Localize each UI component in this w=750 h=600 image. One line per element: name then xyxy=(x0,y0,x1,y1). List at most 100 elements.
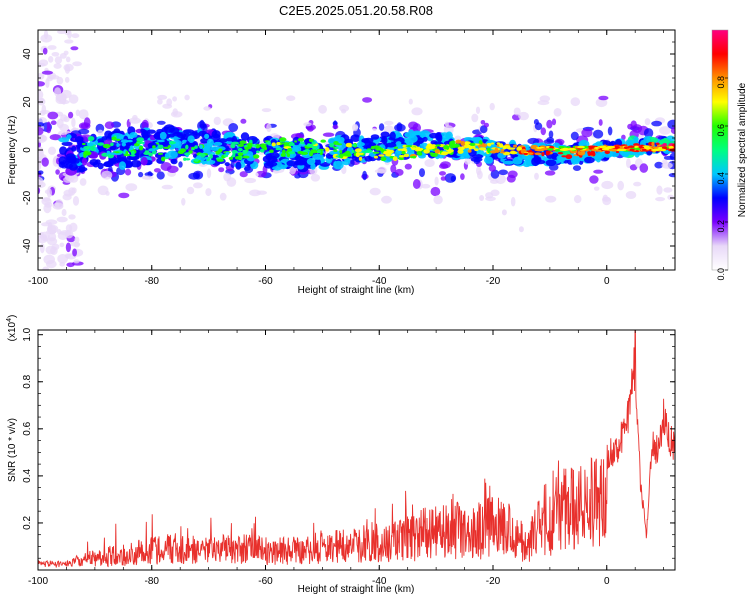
spectrogram-cell xyxy=(39,110,46,116)
spectrogram-cell xyxy=(237,147,243,152)
spectrogram-cell xyxy=(663,187,673,193)
spectrogram-cell xyxy=(244,177,257,184)
spectrogram-cell xyxy=(58,161,66,168)
spectrogram-cell xyxy=(607,145,616,149)
spectrogram-cell xyxy=(141,175,154,180)
spectrogram-cell xyxy=(485,196,496,202)
spectrogram-cell xyxy=(592,151,596,157)
snr-x-tick-label: -40 xyxy=(372,576,387,587)
spectrogram-cell xyxy=(350,134,361,142)
spectrogram-cell xyxy=(129,132,138,138)
spectrogram-cell xyxy=(156,142,160,145)
spectrogram-cell xyxy=(183,157,187,161)
spectrogram-y-tick-label: 40 xyxy=(22,48,33,60)
spectrogram-cell xyxy=(259,148,265,153)
spectrogram-cell xyxy=(168,133,175,138)
spectrogram-cell xyxy=(496,142,501,145)
spectrogram-ylabel: Frequency (Hz) xyxy=(7,116,18,185)
spectrogram-cell xyxy=(628,145,635,148)
spectrogram-cell xyxy=(581,128,593,138)
spectrogram-cell xyxy=(63,63,74,72)
spectrogram-cell xyxy=(381,195,392,204)
spectrogram-cell xyxy=(468,147,473,150)
spectrogram-cell xyxy=(394,123,406,132)
snr-y-tick-label: 0.2 xyxy=(22,516,33,530)
spectrogram-cell xyxy=(73,241,80,248)
spectrogram-cell xyxy=(235,161,242,170)
spectrogram-cell xyxy=(249,171,259,179)
spectrogram-cell xyxy=(548,130,554,139)
spectrogram-cell xyxy=(502,160,515,165)
spectrogram-cell xyxy=(325,147,330,152)
spectrogram-cell xyxy=(144,150,150,153)
snr-x-tick-label: -20 xyxy=(486,576,501,587)
spectrogram-cell xyxy=(570,97,581,107)
spectrogram-cell xyxy=(338,137,345,143)
spectrogram-cell xyxy=(389,131,396,140)
spectrogram-cell xyxy=(161,156,166,162)
spectrogram-cell xyxy=(78,109,89,120)
spectrogram-cell xyxy=(322,132,335,137)
spectrogram-y-tick-label: 20 xyxy=(22,96,33,108)
spectrogram-cell xyxy=(482,143,488,148)
spectrogram-cell xyxy=(110,142,114,147)
spectrogram-cell xyxy=(545,195,557,203)
spectrogram-cell xyxy=(78,167,88,172)
snr-y-ticks: 0.2 0.4 0.6 0.8 1.0 xyxy=(22,327,675,559)
spectrogram-cell xyxy=(216,138,228,143)
spectrogram-cell xyxy=(549,145,554,149)
spectrogram-cell xyxy=(570,131,579,141)
spectrogram-cell xyxy=(203,106,211,111)
spectrogram-cell xyxy=(279,137,287,142)
spectrogram-cell xyxy=(38,134,47,143)
spectrogram-cell xyxy=(460,173,465,181)
spectrogram-cell xyxy=(447,149,454,153)
spectrogram-cell xyxy=(534,152,542,156)
spectrogram-cell xyxy=(419,168,425,178)
spectrogram-cell xyxy=(255,150,260,154)
spectrogram-cell xyxy=(184,94,190,101)
spectrogram-cell xyxy=(66,262,75,268)
spectrogram-cell xyxy=(351,144,357,147)
spectrogram-cell xyxy=(280,152,286,157)
spectrogram-cell xyxy=(412,123,421,133)
spectrogram-cell xyxy=(156,171,165,180)
spectrogram-cell xyxy=(129,145,134,151)
spectrogram-cell xyxy=(45,260,57,269)
spectrogram-cell xyxy=(358,156,363,161)
spectrogram-sidelobe xyxy=(501,209,507,216)
colorbar-tick-label: 0.4 xyxy=(716,172,726,185)
spectrogram-cell xyxy=(131,150,135,156)
spectrogram-cell xyxy=(159,131,167,140)
spectrogram-cell xyxy=(161,184,173,190)
spectrogram-cell xyxy=(294,140,298,143)
spectrogram-x-tick-label: -20 xyxy=(486,276,501,287)
spectrogram-cell xyxy=(120,139,129,143)
snr-x-tick-label: 0 xyxy=(604,576,610,587)
spectrogram-cell xyxy=(45,78,50,88)
colorbar-gradient xyxy=(712,30,728,270)
spectrogram-cell xyxy=(304,146,311,149)
spectrogram-x-ticks: -100 -80 -60 -40 -20 0 xyxy=(28,30,664,287)
spectrogram-cell xyxy=(269,149,274,153)
spectrogram-cell xyxy=(457,149,464,154)
snr-y-tick-label: 0.8 xyxy=(22,374,33,388)
spectrogram-cell xyxy=(469,142,476,147)
spectrogram-cell xyxy=(448,143,457,149)
spectrogram-cell xyxy=(47,111,59,120)
spectrogram-cell xyxy=(572,165,582,172)
spectrogram-cell xyxy=(172,108,178,116)
spectrogram-cell xyxy=(661,162,673,169)
spectrogram-cell xyxy=(499,151,506,154)
spectrogram-cell xyxy=(103,161,113,168)
spectrogram-cell xyxy=(286,95,296,101)
spectrogram-cell xyxy=(141,119,149,130)
spectrogram-cell xyxy=(73,259,80,264)
spectrogram-cell xyxy=(384,120,394,126)
spectrogram-cell xyxy=(48,146,56,155)
spectrogram-cell xyxy=(398,157,405,161)
spectrogram-cell xyxy=(275,147,281,151)
spectrogram-cell xyxy=(411,107,423,116)
spectrogram-cell xyxy=(138,145,144,151)
spectrogram-cell xyxy=(534,159,546,165)
